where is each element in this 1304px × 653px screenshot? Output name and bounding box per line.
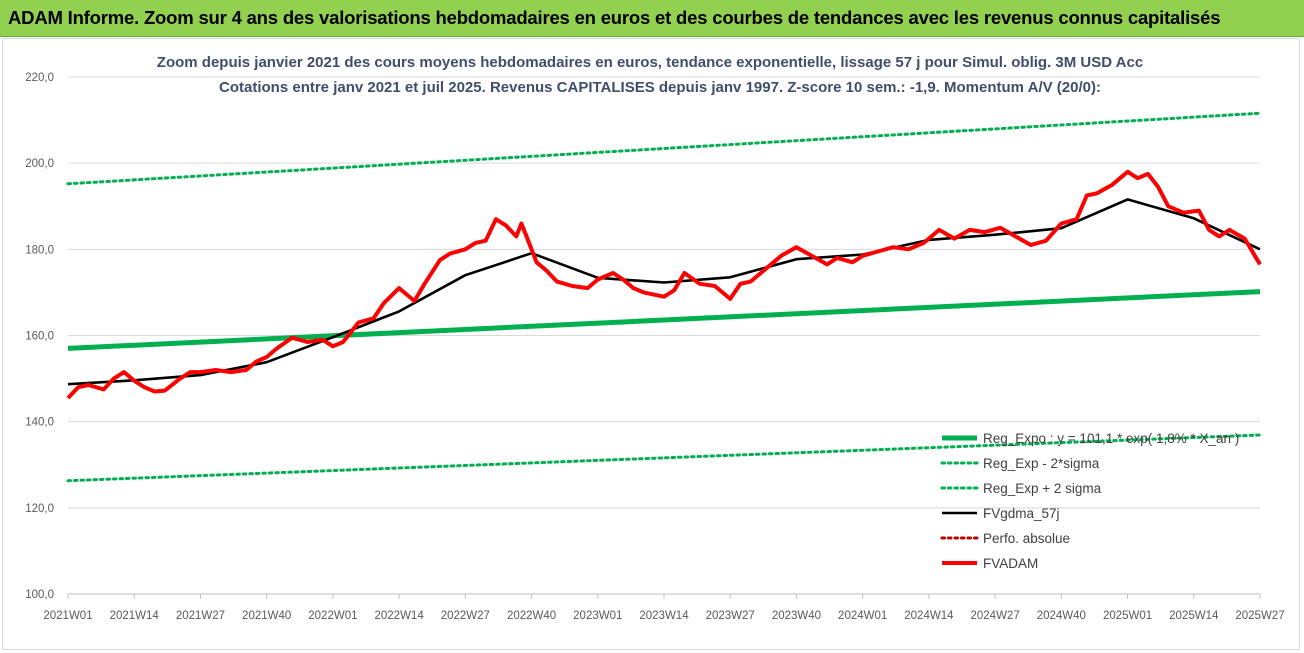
x-tick-label: 2022W14 [374,610,424,622]
x-tick-label: 2023W01 [573,610,622,622]
series-group [66,111,1262,483]
legend-label: Perfo. absolue [983,531,1070,546]
x-tick-label: 2024W01 [838,610,887,622]
x-tick-label: 2021W27 [176,610,225,622]
x-tick-label: 2021W40 [242,610,291,622]
y-axis-labels: 100,0 120,0 140,0 160,0 180,0 200,0 220,0 [25,72,54,601]
legend-label: FVgdma_57j [983,506,1060,521]
y-tick-label: 200,0 [25,158,54,170]
x-tick-label: 2022W27 [441,610,490,622]
x-tick-label: 2022W01 [308,610,357,622]
x-tick-label: 2023W40 [772,610,821,622]
series-line [66,433,1262,483]
series-line [66,111,1262,186]
x-tick-label: 2021W14 [110,610,160,622]
legend-label: FVADAM [983,556,1038,571]
x-tick-label: 2024W27 [970,610,1019,622]
series-line [67,289,1261,351]
series-line [66,169,1262,400]
x-tick-label: 2024W40 [1037,610,1086,622]
x-axis-labels: 2021W01 2021W14 2021W27 2021W40 2022W01 2022W… [43,610,1284,622]
legend-label: Reg_Exp + 2 sigma [983,481,1102,496]
y-tick-label: 160,0 [25,331,54,343]
x-tick-label: 2022W40 [507,610,556,622]
banner: ADAM Informe. Zoom sur 4 ans des valoris… [0,0,1304,37]
x-tick-label: 2023W27 [706,610,755,622]
x-tick-label: 2025W01 [1103,610,1152,622]
chart-title: Zoom depuis janvier 2021 des cours moyen… [157,54,1143,71]
chart-frame [2,38,1300,650]
chart-subtitle: Cotations entre janv 2021 et juil 2025. … [219,79,1101,96]
legend-label: Reg_Exp - 2*sigma [983,456,1100,471]
x-tick-label: 2024W14 [904,610,954,622]
y-tick-label: 180,0 [25,244,54,256]
gridlines [67,76,1261,599]
x-tick-label: 2025W14 [1169,610,1219,622]
legend-label: Reg_Expo : y = 101,1 * exp( 1,8% * X_an … [983,431,1239,446]
x-tick-label: 2021W01 [43,610,92,622]
series-line [67,198,1261,386]
y-tick-label: 120,0 [25,503,54,515]
x-tick-label: 2023W14 [639,610,689,622]
y-tick-label: 100,0 [25,589,54,601]
legend: Reg_Expo : y = 101,1 * exp( 1,8% * X_an … [940,431,1239,571]
y-tick-label: 220,0 [25,72,54,84]
banner-title: ADAM Informe. Zoom sur 4 ans des valoris… [8,7,1221,28]
x-tick-label: 2025W27 [1235,610,1284,622]
y-tick-label: 140,0 [25,417,54,429]
